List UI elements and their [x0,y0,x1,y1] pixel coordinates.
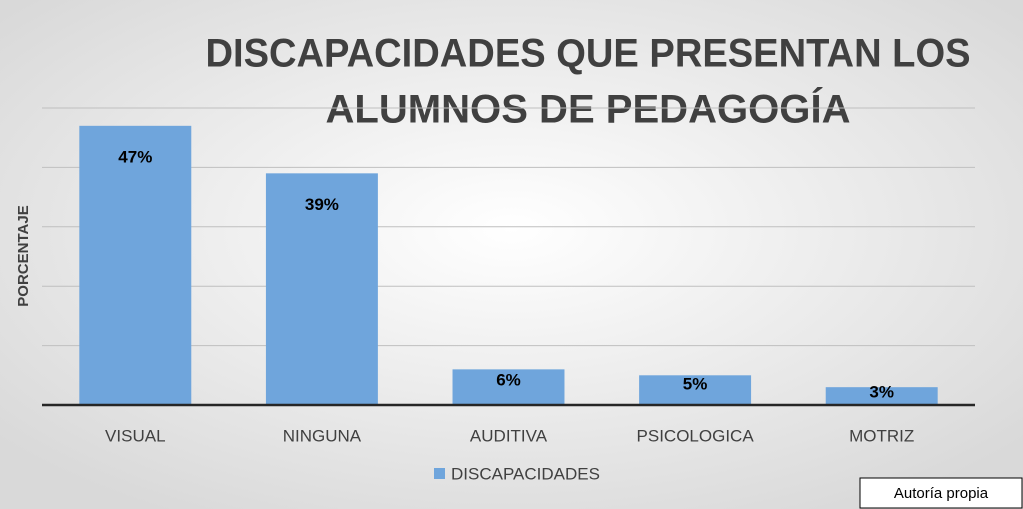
data-label: 47% [118,147,152,166]
x-tick-label: PSICOLOGICA [637,426,755,445]
bar [825,387,938,405]
bar [452,369,565,405]
bar [79,125,192,405]
x-tick-label: AUDITIVA [470,426,548,445]
legend-label: DISCAPACIDADES [451,464,600,483]
note: Autoría propia [894,485,989,502]
note-box [859,477,1023,509]
x-tick-label: NINGUNA [283,426,362,445]
y-axis-label: PORCENTAJE [15,205,32,306]
bar [639,375,752,405]
legend-swatch [434,468,445,479]
bar [265,173,378,405]
data-label: 39% [305,195,339,214]
chart-title: DISCAPACIDADES QUE PRESENTAN LOS [206,32,971,76]
data-label: 3% [869,383,894,402]
x-tick-label: VISUAL [105,426,165,445]
data-label: 5% [683,375,708,394]
chart-title: ALUMNOS DE PEDAGOGÍA [326,87,851,132]
data-label: 6% [496,371,521,390]
x-tick-label: MOTRIZ [849,426,914,445]
